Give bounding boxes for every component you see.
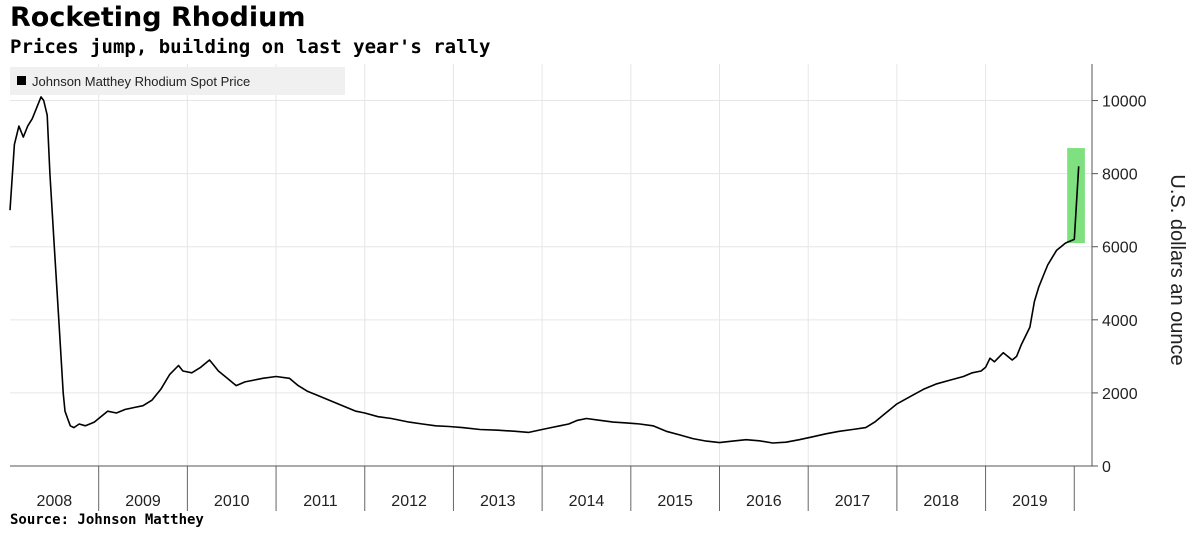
y-tick-label: 6000 xyxy=(1102,240,1138,257)
x-tick-label: 2010 xyxy=(214,493,250,510)
x-tick-label: 2015 xyxy=(657,493,693,510)
x-tick-label: 2011 xyxy=(303,493,338,510)
gridlines xyxy=(10,64,1092,467)
chart-subtitle: Prices jump, building on last year's ral… xyxy=(10,36,491,58)
legend-background xyxy=(10,67,345,95)
x-tick-label: 2013 xyxy=(480,493,516,510)
x-tick-label: 2018 xyxy=(923,493,959,510)
y-tick-label: 8000 xyxy=(1102,167,1138,184)
legend: Johnson Matthey Rhodium Spot Price xyxy=(10,67,345,95)
x-tick-label: 2019 xyxy=(1012,493,1048,510)
x-tick-label: 2008 xyxy=(37,493,73,510)
x-tick-label: 2016 xyxy=(746,493,782,510)
y-tick-label: 2000 xyxy=(1102,386,1138,403)
legend-swatch xyxy=(17,76,26,85)
source-note: Source: Johnson Matthey xyxy=(10,512,204,528)
series-layer xyxy=(9,96,1080,444)
y-tick-label: 4000 xyxy=(1102,313,1138,330)
y-tick-label: 0 xyxy=(1102,459,1111,476)
series-line xyxy=(9,96,1080,444)
y-tick-label: 10000 xyxy=(1102,94,1147,111)
x-tick-label: 2014 xyxy=(569,493,605,510)
x-tick-label: 2012 xyxy=(391,493,427,510)
highlight-box xyxy=(1067,148,1085,244)
x-tick-label: 2017 xyxy=(835,493,871,510)
chart-title: Rocketing Rhodium xyxy=(10,2,306,33)
axes: 0 2000 4000 6000 8000 10000 2008 2009 2010 2011 20… xyxy=(10,64,1147,511)
x-tick-label: 2009 xyxy=(125,493,161,510)
legend-label: Johnson Matthey Rhodium Spot Price xyxy=(32,74,250,89)
highlight-region xyxy=(1067,148,1085,244)
y-axis-title: U.S. dollars an ounce xyxy=(1166,174,1188,365)
